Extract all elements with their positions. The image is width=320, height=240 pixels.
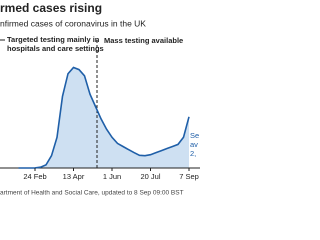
x-tick-label: 20 Jul — [140, 172, 160, 181]
annotation: Se — [190, 131, 199, 140]
annotation: Targeted testing mainly in — [7, 35, 100, 44]
area-fill — [18, 67, 189, 168]
annotation: hospitals and care settings — [7, 44, 104, 53]
chart: rmed cases rising nfirmed cases of coron… — [0, 1, 200, 197]
annotation: 2, — [190, 149, 196, 158]
data-line — [18, 66, 190, 169]
annotation: Mass testing available — [104, 36, 183, 45]
chart-title: rmed cases rising — [0, 1, 102, 15]
source-note: artment of Health and Social Care, updat… — [0, 190, 184, 197]
chart-subtitle: nfirmed cases of coronavirus in the UK — [0, 18, 146, 28]
x-tick-label: 13 Apr — [63, 172, 85, 181]
x-tick-label: 7 Sep — [179, 172, 199, 181]
annotation: av — [190, 140, 198, 149]
x-tick-label: 24 Feb — [23, 172, 46, 181]
x-tick-label: 1 Jun — [103, 172, 121, 181]
